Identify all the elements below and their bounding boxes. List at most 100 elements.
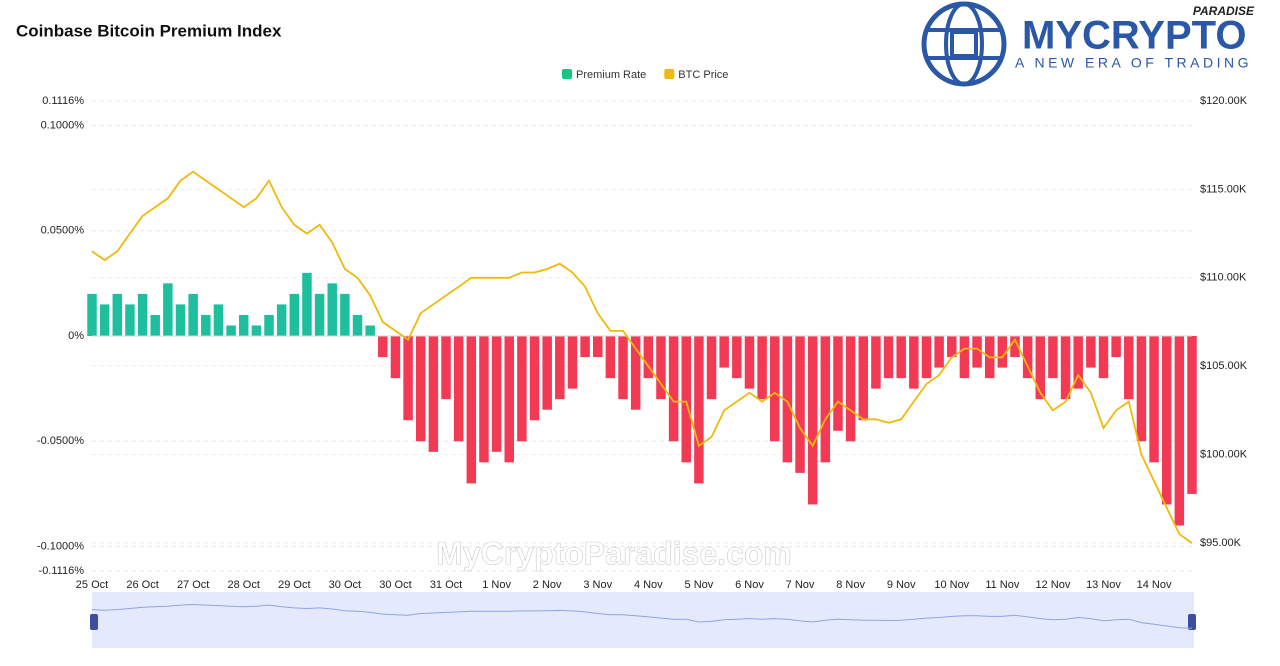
y-tick-label: -0.1116% (39, 565, 85, 577)
bar (504, 336, 514, 463)
bar (87, 293, 97, 336)
bar (630, 336, 641, 410)
bar (921, 336, 932, 379)
x-tick-label: 27 Oct (177, 579, 209, 591)
y-tick-label: -0.0500% (37, 435, 84, 447)
bar (529, 336, 540, 421)
legend-label: Premium Rate (576, 69, 646, 81)
navigator-handle[interactable] (90, 614, 98, 630)
bar (251, 325, 262, 336)
bar (744, 336, 755, 389)
bar (365, 325, 375, 336)
bar (390, 336, 401, 379)
y-tick-label: 0% (68, 330, 84, 342)
bar (972, 336, 982, 368)
logo-globe (944, 2, 984, 86)
bar (340, 293, 350, 336)
y-tick-label: 0.1000% (41, 119, 85, 131)
bar (593, 336, 603, 358)
x-tick-label: 13 Nov (1086, 579, 1121, 591)
x-tick-label: 7 Nov (786, 579, 815, 591)
bar (453, 336, 464, 442)
legend-swatch (664, 69, 675, 79)
x-tick-label: 12 Nov (1035, 579, 1070, 591)
bar (807, 336, 818, 505)
bar (1136, 336, 1147, 442)
logo: PARADISE MYCRYPTO A NEW ERA OF TRADING (921, 1, 1255, 87)
bar (959, 336, 970, 379)
bar (1124, 336, 1134, 400)
bar (175, 304, 186, 336)
bar (706, 336, 717, 400)
bar (681, 336, 691, 463)
bar (125, 304, 135, 336)
price-line (91, 170, 1193, 544)
y-tick-label: -0.1000% (37, 540, 84, 552)
x-tick-label: 30 Oct (329, 579, 361, 591)
bar (1098, 336, 1109, 379)
y2-tick-label: $100.00K (1200, 449, 1248, 461)
bar (1022, 336, 1033, 379)
navigator-line (91, 603, 1193, 629)
logo-chip (950, 30, 978, 58)
bar (150, 314, 160, 336)
bar (466, 336, 477, 484)
bar (415, 336, 426, 442)
bar (403, 336, 413, 421)
bar (1010, 336, 1020, 358)
bar (99, 304, 110, 336)
bar (732, 336, 742, 379)
bar (226, 325, 236, 336)
bar (567, 336, 578, 389)
bar (694, 336, 704, 484)
bar (276, 304, 287, 336)
y-tick-label: 0.1116% (42, 95, 84, 107)
bar (896, 336, 906, 379)
logo-tagline: A NEW ERA OF TRADING (1015, 55, 1252, 71)
bar (795, 336, 805, 473)
bar (542, 336, 552, 410)
navigator[interactable] (92, 592, 1194, 648)
bar (782, 336, 793, 463)
x-tick-label: 28 Oct (228, 579, 260, 591)
x-tick-label: 8 Nov (836, 579, 865, 591)
bar (934, 336, 944, 368)
navigator-handle[interactable] (1188, 614, 1196, 630)
bar (238, 314, 249, 336)
bar (871, 336, 881, 389)
x-tick-label: 9 Nov (887, 579, 916, 591)
bar (264, 314, 274, 336)
watermark: MyCryptoParadise.com (436, 535, 792, 571)
bar (618, 336, 628, 400)
bar (1060, 336, 1071, 400)
chart-title: Coinbase Bitcoin Premium Index (16, 21, 282, 40)
bar (188, 293, 198, 336)
x-tick-label: 25 Oct (76, 579, 108, 591)
x-tick-label: 31 Oct (430, 579, 462, 591)
bar (757, 336, 767, 400)
bar (909, 336, 919, 389)
x-tick-label: 2 Nov (533, 579, 562, 591)
x-tick-label: 6 Nov (735, 579, 764, 591)
bar (352, 314, 363, 336)
bar (1161, 336, 1172, 505)
x-tick-label: 26 Oct (126, 579, 158, 591)
bar (656, 336, 666, 400)
bar (314, 293, 325, 336)
y-tick-label: 0.0500% (41, 225, 85, 237)
x-tick-label: 14 Nov (1137, 579, 1172, 591)
bar (883, 336, 894, 379)
x-tick-label: 29 Oct (278, 579, 310, 591)
legend-swatch (562, 69, 572, 79)
bar (289, 293, 300, 336)
x-tick-label: 3 Nov (583, 579, 612, 591)
bar (302, 272, 312, 336)
x-tick-label: 4 Nov (634, 579, 663, 591)
bar (643, 336, 654, 379)
bar (845, 336, 856, 442)
x-tick-label: 30 Oct (379, 579, 411, 591)
bar (820, 336, 831, 463)
bar (517, 336, 527, 442)
bar (112, 293, 123, 336)
bar (1035, 336, 1046, 400)
